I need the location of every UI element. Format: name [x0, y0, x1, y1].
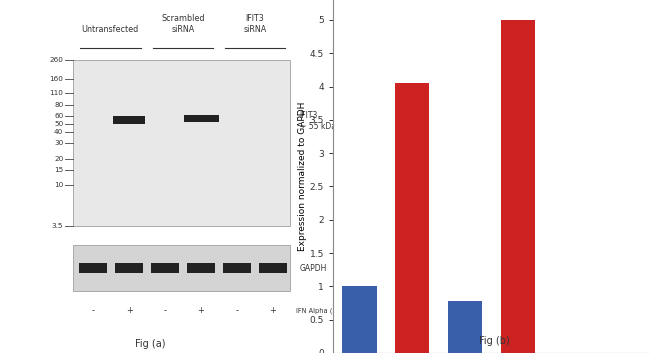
- Text: IFN Alpha (500u/ml for 24 hrs): IFN Alpha (500u/ml for 24 hrs): [296, 307, 397, 314]
- Bar: [115, 263, 144, 273]
- Text: 20: 20: [54, 156, 63, 162]
- Bar: [500, 20, 535, 353]
- Text: 15: 15: [54, 167, 63, 173]
- Text: +: +: [125, 306, 133, 315]
- Text: Fig (a): Fig (a): [135, 340, 165, 349]
- Text: IFIT3
~ 55 kDa: IFIT3 ~ 55 kDa: [300, 111, 335, 131]
- Bar: [448, 301, 482, 353]
- Bar: [342, 286, 376, 353]
- Bar: [259, 263, 287, 273]
- Bar: [187, 263, 215, 273]
- Text: -: -: [92, 306, 95, 315]
- Bar: [223, 263, 251, 273]
- Text: 110: 110: [49, 90, 63, 96]
- Bar: [73, 60, 290, 226]
- Bar: [79, 263, 107, 273]
- Text: 260: 260: [49, 57, 63, 63]
- Text: Untransfected: Untransfected: [82, 25, 139, 34]
- Text: 10: 10: [54, 183, 63, 189]
- Text: 80: 80: [54, 102, 63, 108]
- Y-axis label: Expression normalized to GAPDH: Expression normalized to GAPDH: [298, 102, 307, 251]
- Text: 160: 160: [49, 76, 63, 82]
- Text: Scrambled
siRNA: Scrambled siRNA: [161, 14, 205, 34]
- Bar: [151, 263, 179, 273]
- Text: +: +: [270, 306, 276, 315]
- Bar: [73, 245, 290, 291]
- Text: GAPDH: GAPDH: [300, 264, 327, 273]
- Text: Fig (b): Fig (b): [478, 336, 510, 346]
- Text: IFIT3
siRNA: IFIT3 siRNA: [243, 14, 266, 34]
- Text: 30: 30: [54, 140, 63, 146]
- Bar: [183, 115, 218, 122]
- Text: 40: 40: [54, 129, 63, 135]
- Bar: [395, 83, 430, 353]
- Text: 3.5: 3.5: [52, 223, 63, 229]
- Bar: [113, 116, 145, 124]
- Text: 50: 50: [54, 120, 63, 126]
- Text: 60: 60: [54, 113, 63, 119]
- Text: +: +: [198, 306, 205, 315]
- Text: -: -: [235, 306, 239, 315]
- Text: -: -: [164, 306, 166, 315]
